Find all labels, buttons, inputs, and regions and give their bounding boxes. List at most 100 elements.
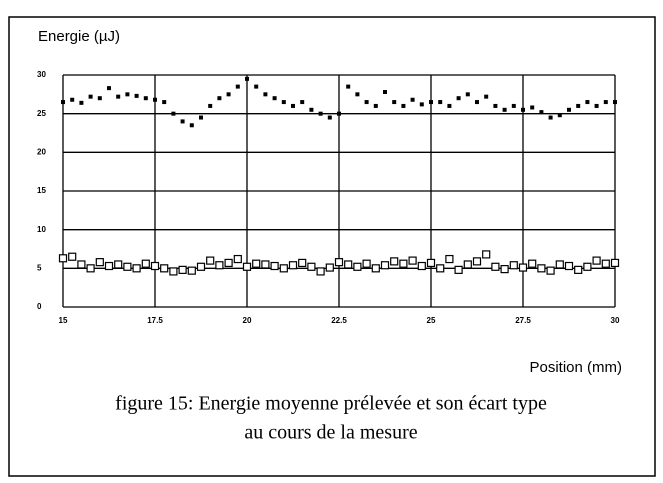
x-tick-label: 27.5 <box>515 316 531 325</box>
point <box>327 115 332 120</box>
point <box>171 111 176 116</box>
point <box>143 96 148 101</box>
point <box>392 100 397 105</box>
point <box>104 261 114 271</box>
point <box>254 84 259 89</box>
point <box>279 264 288 273</box>
point <box>401 103 406 108</box>
point <box>548 115 553 120</box>
point <box>235 84 240 89</box>
y-tick-label: 25 <box>37 109 46 118</box>
point <box>300 100 305 105</box>
point <box>107 86 111 91</box>
point <box>116 94 121 99</box>
point <box>502 107 507 112</box>
point <box>162 100 167 105</box>
point <box>298 258 307 268</box>
point <box>456 96 461 101</box>
point <box>555 260 564 269</box>
point <box>383 90 387 95</box>
point <box>482 250 491 259</box>
point <box>390 257 399 266</box>
point <box>114 260 123 269</box>
point <box>438 100 443 105</box>
point <box>141 259 150 268</box>
point <box>318 111 323 116</box>
point <box>592 256 601 265</box>
point <box>509 261 518 270</box>
point <box>77 260 86 269</box>
y-tick-label: 20 <box>37 147 46 156</box>
point <box>263 92 268 97</box>
point <box>309 107 314 112</box>
point <box>187 266 196 275</box>
x-tick-label: 15 <box>59 316 68 325</box>
x-axis-label: Position (mm) <box>529 359 622 376</box>
point <box>419 102 424 107</box>
point <box>362 259 371 268</box>
y-axis-label: Energie (µJ) <box>38 28 120 45</box>
point <box>500 265 509 274</box>
point <box>583 262 592 271</box>
point <box>95 258 104 267</box>
point <box>472 257 482 266</box>
point <box>334 258 344 267</box>
point <box>346 84 351 89</box>
point <box>325 263 334 272</box>
point <box>574 265 583 274</box>
x-tick-label: 30 <box>611 316 620 325</box>
point <box>364 100 369 105</box>
x-tick-label: 22.5 <box>331 316 347 325</box>
point <box>528 259 537 268</box>
point <box>576 103 581 108</box>
point <box>196 262 206 271</box>
point <box>245 76 249 81</box>
x-tick-label: 25 <box>427 316 436 325</box>
point <box>70 97 75 102</box>
point <box>491 262 500 271</box>
point <box>417 261 426 271</box>
point <box>134 93 139 98</box>
point <box>86 264 95 273</box>
point <box>380 261 390 270</box>
point <box>567 107 571 112</box>
y-tick-label: 15 <box>37 186 46 195</box>
point <box>169 267 178 276</box>
point <box>68 252 77 261</box>
point <box>199 115 203 120</box>
y-tick-label: 0 <box>37 302 42 311</box>
y-tick-label: 30 <box>37 70 46 79</box>
point <box>537 264 546 273</box>
x-tick-label: 17.5 <box>147 316 163 325</box>
point <box>408 256 417 265</box>
point <box>373 103 378 108</box>
point <box>445 254 454 264</box>
point <box>585 100 590 105</box>
point <box>546 266 555 275</box>
point <box>530 105 535 110</box>
point <box>594 103 599 108</box>
y-tick-label: 5 <box>37 263 42 272</box>
point <box>447 103 452 108</box>
point <box>436 264 445 273</box>
point <box>371 264 380 273</box>
point <box>463 260 472 269</box>
point <box>601 259 610 268</box>
point <box>224 258 233 268</box>
point <box>160 264 169 273</box>
y-tick-label: 10 <box>37 225 46 234</box>
point <box>61 100 65 105</box>
point <box>242 262 252 271</box>
point <box>426 258 436 268</box>
point <box>564 261 574 271</box>
point <box>261 260 270 269</box>
point <box>454 265 463 274</box>
point <box>217 96 222 101</box>
point <box>178 265 187 274</box>
point <box>252 259 261 268</box>
point <box>484 94 489 99</box>
point <box>208 103 213 108</box>
point <box>603 100 608 105</box>
caption: au cours de la mesure <box>244 422 417 444</box>
